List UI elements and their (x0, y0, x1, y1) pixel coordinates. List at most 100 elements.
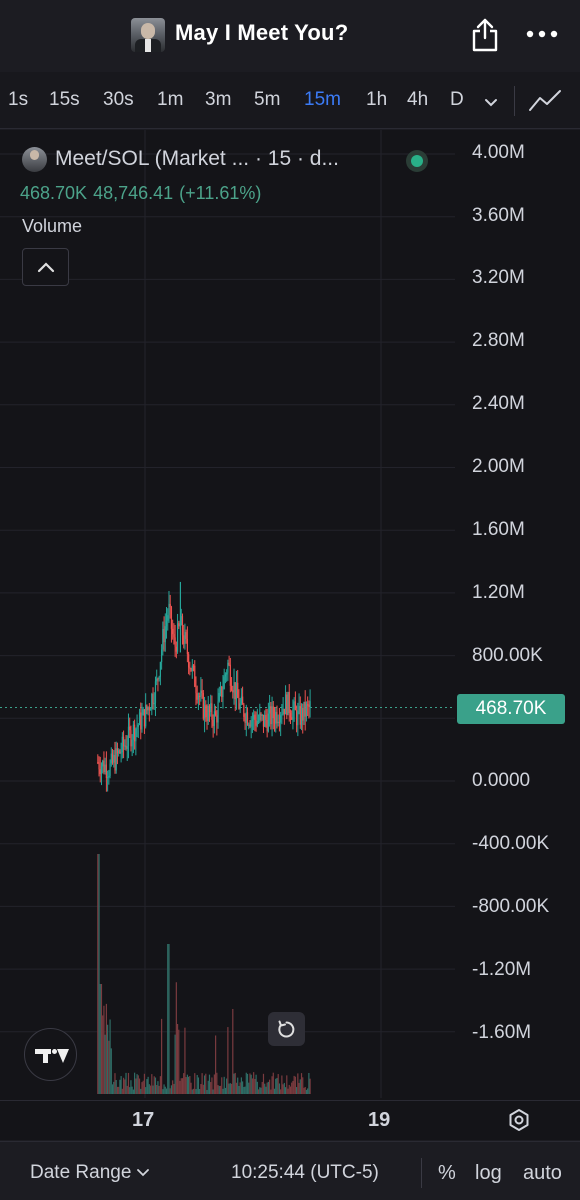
price-axis-label: 2.40M (472, 393, 525, 414)
volume-bar (265, 1086, 267, 1094)
candle-body (271, 706, 273, 725)
volume-bar (140, 1088, 142, 1094)
price-chart[interactable] (0, 130, 580, 1100)
tf-1s[interactable]: 1s (8, 89, 29, 110)
percent-scale-button[interactable]: % (438, 1162, 456, 1184)
volume-bar (228, 1083, 230, 1094)
volume-bar (232, 1008, 234, 1094)
volume-bar (251, 1078, 254, 1094)
candle-body (135, 728, 137, 742)
volume-bar (271, 1076, 273, 1094)
tf-15s[interactable]: 15s (49, 89, 80, 110)
tf-3m[interactable]: 3m (205, 89, 232, 110)
volume-bar (230, 1083, 233, 1094)
auto-scale-button[interactable]: auto (523, 1162, 562, 1184)
volume-bar (107, 1024, 109, 1094)
volume-bar (294, 1076, 296, 1094)
tf-15m[interactable]: 15m (304, 89, 341, 110)
candle-body (194, 665, 196, 687)
volume-bar (215, 1035, 217, 1094)
volume-bar (170, 1085, 173, 1094)
candle-body (238, 697, 240, 709)
candle-body (149, 709, 152, 711)
log-scale-button[interactable]: log (475, 1162, 502, 1184)
volume-bar (100, 984, 103, 1094)
volume-bar (272, 1072, 274, 1094)
candle-body (104, 764, 106, 773)
app-header: May I Meet You? (0, 0, 580, 72)
more-dots-icon[interactable] (524, 22, 560, 46)
tf-D[interactable]: D (450, 89, 464, 110)
candle-body (222, 688, 224, 698)
status-dot-icon (406, 150, 428, 172)
toolbar-divider (421, 1158, 422, 1188)
date-range-label: Date Range (30, 1162, 132, 1183)
candle-body (167, 615, 169, 621)
candle-body (195, 686, 197, 694)
tf-4h[interactable]: 4h (407, 89, 429, 110)
volume-bar (210, 1082, 212, 1094)
reset-chart-button[interactable] (268, 1012, 305, 1046)
tf-1m[interactable]: 1m (157, 89, 184, 110)
volume-bar (131, 1086, 133, 1094)
chevron-down-icon[interactable] (484, 98, 498, 108)
candle-body (174, 637, 176, 647)
volume-bar (299, 1079, 301, 1094)
legend-title[interactable]: Meet/SOL (Market ... · 15 · d... (55, 147, 339, 170)
candle-body (246, 712, 249, 725)
candle-body (304, 701, 306, 717)
volume-bar (261, 1081, 263, 1094)
gear-icon[interactable] (507, 1108, 531, 1132)
candle-body (142, 709, 144, 716)
volume-bar (270, 1089, 272, 1094)
candle-body (215, 711, 217, 716)
volume-bar (127, 1072, 130, 1094)
volume-bar (130, 1080, 132, 1094)
candle-body (211, 703, 213, 720)
volume-bar (205, 1073, 207, 1094)
candle-body (134, 724, 136, 742)
candle-body (249, 724, 251, 727)
volume-bar (153, 1076, 155, 1094)
tf-30s[interactable]: 30s (103, 89, 134, 110)
tf-1h[interactable]: 1h (366, 89, 388, 110)
candle-body (151, 693, 153, 710)
candle-body (289, 712, 292, 718)
candle-body (261, 714, 263, 716)
chart-area[interactable]: Meet/SOL (Market ... · 15 · d... 468.70K… (0, 130, 580, 1100)
volume-bar (199, 1088, 201, 1094)
tradingview-logo-icon[interactable] (24, 1028, 77, 1081)
candle-body (124, 745, 126, 747)
candle-body (234, 682, 236, 700)
line-chart-icon[interactable] (528, 88, 562, 114)
volume-bar (235, 1082, 238, 1094)
price-axis-label: -400.00K (472, 833, 550, 854)
candle-body (148, 707, 150, 711)
volume-bar (154, 1077, 157, 1094)
volume-bar (276, 1077, 278, 1094)
volume-bar (180, 1078, 182, 1094)
clock-timezone[interactable]: 10:25:44 (UTC-5) (231, 1162, 379, 1183)
candle-body (307, 704, 309, 706)
volume-bar (291, 1082, 293, 1094)
candle-body (298, 705, 300, 712)
candle-body (180, 616, 182, 626)
share-icon[interactable] (470, 18, 500, 52)
candle-body (230, 685, 233, 691)
tf-5m[interactable]: 5m (254, 89, 281, 110)
volume-bar (307, 1088, 309, 1094)
collapse-legend-button[interactable] (22, 248, 69, 286)
candle-body (223, 676, 225, 689)
volume-bar (158, 1085, 160, 1094)
candle-body (250, 720, 252, 727)
volume-bar (162, 1089, 164, 1094)
candle-body (273, 718, 276, 724)
date-range-button[interactable]: Date Range (30, 1162, 150, 1184)
volume-bar (218, 1085, 220, 1094)
candle-body (283, 708, 285, 715)
candle-body (218, 692, 220, 702)
volume-bar (282, 1084, 284, 1094)
candle-body (286, 694, 288, 715)
candle-body (188, 654, 190, 668)
volume-bar (159, 1076, 161, 1094)
